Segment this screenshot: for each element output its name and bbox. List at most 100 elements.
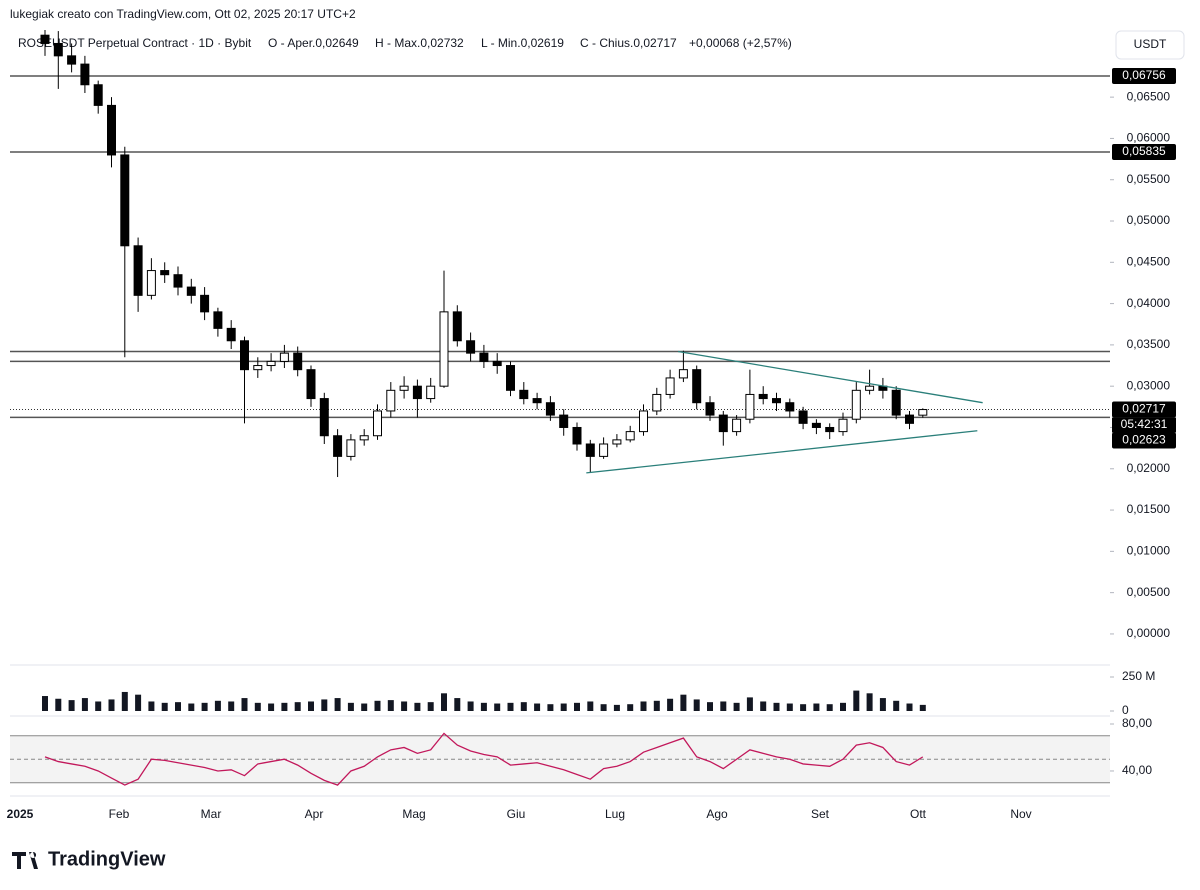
volume-bar bbox=[773, 702, 780, 711]
candle-body bbox=[811, 422, 821, 428]
countdown-bg bbox=[1112, 417, 1176, 433]
volume-bar bbox=[254, 702, 261, 711]
candle-body bbox=[652, 393, 662, 412]
candle-body bbox=[120, 154, 130, 247]
volume-bar bbox=[707, 702, 713, 711]
y-tick-label: 0,00500 bbox=[1127, 585, 1171, 599]
y-tick-label: 0,05500 bbox=[1127, 172, 1171, 186]
x-tick-label: Giu bbox=[507, 807, 526, 821]
candle-body bbox=[466, 340, 476, 354]
volume-bar bbox=[321, 699, 328, 711]
candle-body bbox=[253, 365, 263, 371]
candle-body bbox=[612, 439, 622, 445]
volume-tick-label: 250 M bbox=[1122, 669, 1155, 683]
volume-bar bbox=[188, 703, 195, 711]
y-tick-label: 0,01500 bbox=[1127, 502, 1171, 516]
volume-bar bbox=[667, 698, 674, 711]
level-label: 0,05835 bbox=[1122, 144, 1166, 158]
brand-logo: TradingView bbox=[12, 848, 166, 870]
candle-body bbox=[692, 369, 702, 404]
candle-body bbox=[67, 55, 77, 65]
candle-body bbox=[785, 402, 795, 412]
candle-body bbox=[905, 414, 914, 424]
x-tick-label: Set bbox=[811, 807, 830, 821]
candle-body bbox=[266, 360, 276, 367]
volume-bar bbox=[401, 701, 408, 711]
price-pane bbox=[10, 30, 1110, 478]
candle-body bbox=[200, 294, 210, 313]
candle-body bbox=[625, 431, 635, 441]
volume-bar bbox=[454, 698, 461, 711]
y-tick-label: 0,06500 bbox=[1127, 89, 1171, 103]
candle-body bbox=[173, 274, 183, 288]
volume-bar bbox=[228, 701, 235, 711]
candle-body bbox=[506, 365, 515, 391]
candle-body bbox=[160, 270, 170, 276]
candle-body bbox=[891, 389, 901, 416]
currency-button[interactable] bbox=[1115, 30, 1185, 60]
candle-body bbox=[107, 104, 116, 156]
volume-bar bbox=[241, 698, 248, 711]
volume-bar bbox=[414, 702, 421, 711]
currency[interactable]: USDT bbox=[1134, 37, 1167, 51]
volume-bar bbox=[826, 704, 833, 711]
legend: ROSEUSDT Perpetual Contract · 1D · Bybit… bbox=[18, 36, 792, 50]
brand: TradingView bbox=[48, 848, 166, 870]
y-tick-label: 0,04000 bbox=[1127, 296, 1171, 310]
volume-bar bbox=[800, 704, 807, 711]
rsi-tick-label: 80,00 bbox=[1122, 716, 1152, 730]
volume-bar bbox=[574, 702, 580, 711]
candle-body bbox=[705, 402, 715, 416]
last-price-label: 0,02717 bbox=[1122, 402, 1166, 416]
x-tick-label: Feb bbox=[109, 807, 130, 821]
y-tick-label: 0,03000 bbox=[1127, 378, 1171, 392]
volume-bar bbox=[613, 704, 620, 711]
x-tick-label: 2025 bbox=[7, 807, 34, 821]
change: +0,00068 (+2,57%) bbox=[689, 36, 792, 50]
volume-bar bbox=[387, 700, 394, 711]
volume-bar bbox=[308, 701, 314, 711]
candle-body bbox=[745, 393, 755, 420]
volume-bar bbox=[148, 701, 155, 711]
x-tick-label: Lug bbox=[605, 807, 625, 821]
candle-body bbox=[492, 360, 502, 367]
candle-body bbox=[439, 311, 449, 387]
candle-body bbox=[851, 389, 861, 420]
level-label: 0,02623 bbox=[1122, 433, 1166, 447]
volume-tick-label: 0 bbox=[1122, 703, 1129, 717]
candle-body bbox=[319, 398, 329, 437]
volume-bar bbox=[693, 699, 700, 711]
candle-body bbox=[519, 389, 529, 400]
volume-bar bbox=[893, 700, 900, 711]
candle-body bbox=[545, 402, 555, 416]
candle-body bbox=[718, 414, 728, 433]
candle-body bbox=[559, 414, 569, 428]
volume-bar bbox=[786, 703, 793, 711]
candle-body bbox=[40, 34, 50, 44]
candle-body bbox=[213, 311, 223, 329]
volume-bar bbox=[161, 702, 168, 711]
y-tick-label: 0,01000 bbox=[1127, 544, 1171, 558]
volume-bar bbox=[627, 704, 634, 711]
trendline bbox=[586, 430, 978, 474]
candle-body bbox=[346, 439, 356, 457]
ohlc-open: O - Aper.0,02649 bbox=[268, 36, 359, 50]
volume-bar bbox=[55, 698, 62, 711]
candle-body bbox=[665, 377, 675, 395]
volume-bar bbox=[587, 701, 594, 711]
level-label-bg bbox=[1112, 67, 1176, 84]
y-tick-label: 0,03500 bbox=[1127, 337, 1171, 351]
y-tick-label: 0,00000 bbox=[1127, 626, 1171, 640]
volume-bar bbox=[334, 698, 341, 711]
volume-bar bbox=[175, 702, 181, 711]
volume-bar bbox=[879, 698, 886, 711]
volume-bar bbox=[547, 704, 554, 711]
volume-bar bbox=[121, 691, 128, 711]
candle-body bbox=[412, 385, 422, 400]
candle-body bbox=[399, 385, 409, 391]
candle-body bbox=[426, 385, 436, 400]
y-tick-label: 0,02000 bbox=[1127, 461, 1171, 475]
volume-bar bbox=[720, 701, 727, 711]
volume-bar bbox=[919, 704, 926, 711]
